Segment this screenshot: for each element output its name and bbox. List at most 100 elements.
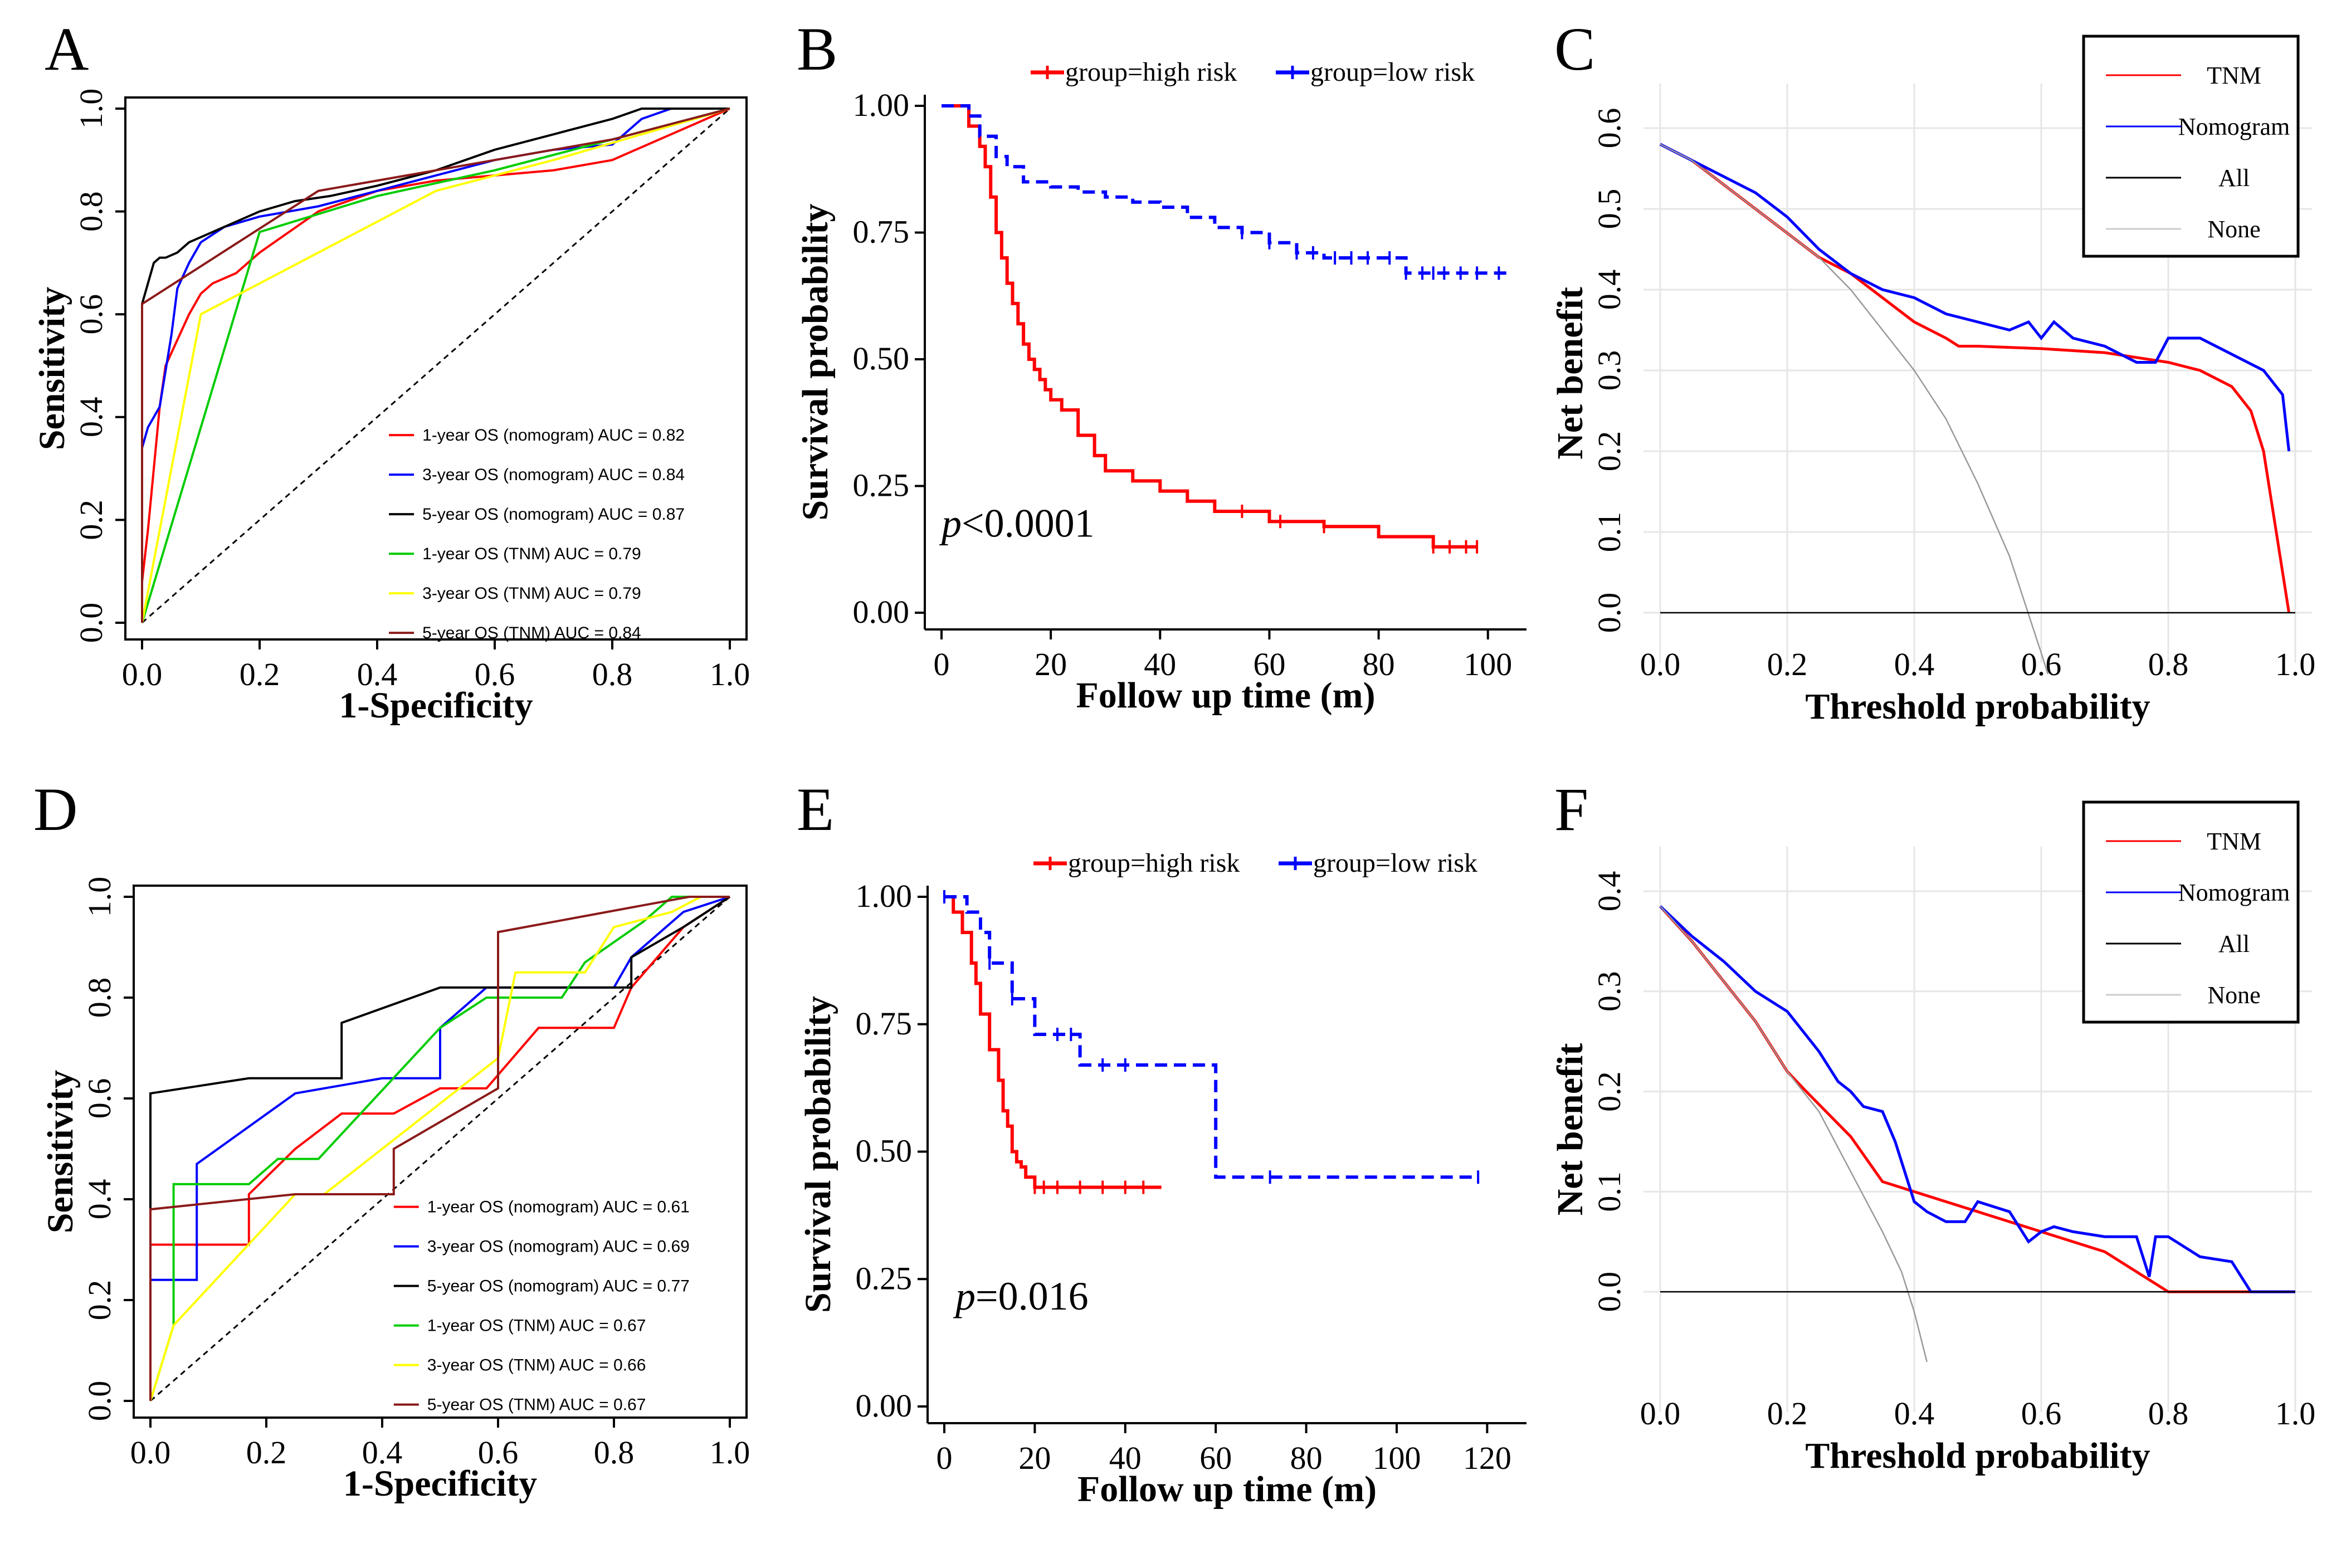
legend-entry: 5-year OS (TNM) AUC = 0.84 [422, 624, 641, 642]
x-tick-label: 60 [1253, 646, 1285, 682]
legend-entry: 3-year OS (TNM) AUC = 0.66 [427, 1356, 646, 1375]
y-tick-label: 0.0 [73, 603, 109, 643]
y-axis-label: Sensitivity [32, 287, 72, 450]
series-line-3-year-os-tnm-auc-0-66 [149, 896, 730, 1401]
y-tick-label: 0.25 [856, 1260, 913, 1296]
panel-label: E [797, 775, 834, 843]
panel-f: F0.0 0.2 0.4 0.6 0.8 1.00.00.10.20.30.4Thresh… [1550, 775, 2315, 1476]
y-tick-label: 0.4 [1591, 871, 1627, 912]
x-tick-label: 0.0 [1640, 1395, 1681, 1432]
x-axis-label: 1-Specificity [339, 685, 533, 726]
y-tick-label: 0.4 [1591, 270, 1627, 310]
panel-label: C [1554, 15, 1595, 83]
x-axis-label: Threshold probability [1805, 1435, 2150, 1476]
x-tick-label: 100 [1373, 1440, 1421, 1476]
y-tick-label: 0.75 [853, 214, 910, 250]
plot-frame [124, 96, 748, 641]
y-tick-label: 0.0 [1591, 593, 1627, 633]
y-tick-label: 0.2 [1591, 431, 1627, 472]
x-tick-label: 0.2 [246, 1434, 287, 1471]
legend-box [2082, 35, 2300, 258]
x-tick-label: 0.6 [475, 656, 515, 692]
x-tick-label: 20 [1018, 1440, 1051, 1476]
panel-label: B [797, 15, 837, 83]
legend-entry: 1-year OS (nomogram) AUC = 0.82 [422, 426, 685, 444]
series-line-5-year-os-nomogram-auc-0-77 [149, 896, 731, 1401]
legend-entry: 5-year OS (nomogram) AUC = 0.87 [422, 505, 685, 524]
legend-entry: TNM [2207, 828, 2261, 855]
x-tick-label: 0.2 [1767, 1395, 1808, 1432]
x-axis-label: 1-Specificity [343, 1463, 537, 1504]
panel-a: A 0.0 0.2 0.4 0.6 0.8 1.0 0.0 0.2 0.4 0.6 0.8 1.0 1-S… [32, 15, 750, 726]
series-line-group-low-risk [942, 104, 1510, 275]
x-tick-label: 40 [1144, 646, 1176, 682]
series-line-5-year-os-tnm-auc-0-67 [149, 896, 730, 1401]
series-line-5-year-os-tnm-auc-0-84 [141, 108, 730, 623]
legend-entry: None [2207, 216, 2260, 243]
panel-d: D 0.0 0.2 0.4 0.6 0.8 1.0 0.0 0.2 0.4 0.6 0.8 1.0 1-S… [33, 775, 750, 1504]
x-tick-label: 80 [1363, 646, 1395, 682]
legend-entry: 3-year OS (nomogram) AUC = 0.69 [427, 1238, 690, 1256]
y-axis-label: Net benefit [1550, 287, 1591, 460]
y-tick-label: 0.0 [81, 1381, 118, 1422]
x-tick-label: 0.0 [130, 1434, 171, 1471]
y-tick-label: 0.3 [1591, 971, 1627, 1012]
panel-label: D [33, 775, 77, 843]
y-tick-label: 0.75 [856, 1005, 913, 1042]
series-line-group-low-risk [944, 895, 1479, 1179]
y-axis-label: Sensitivity [40, 1070, 81, 1233]
y-axis-label: Survival probability [795, 203, 836, 520]
x-tick-label: 0.4 [362, 1434, 403, 1471]
panel-b: B 0 20 40 60 80 100 0.00 0.25 0.50 0.75 1.00 Follow … [795, 15, 1526, 716]
series-line-nomogram [1659, 143, 2291, 452]
x-tick-label: 1.0 [710, 656, 750, 692]
legend-entry: 3-year OS (nomogram) AUC = 0.84 [422, 466, 685, 484]
legend-entry: 5-year OS (TNM) AUC = 0.67 [427, 1396, 646, 1414]
legend-entry: All [2218, 930, 2250, 958]
x-tick-label: 40 [1109, 1440, 1142, 1476]
plot-frame [133, 885, 748, 1419]
series-line-nomogram [1659, 905, 2295, 1293]
y-tick-label: 0.50 [856, 1133, 913, 1169]
legend-entry: Nomogram [2178, 113, 2290, 140]
y-tick-label: 0.3 [1591, 350, 1627, 391]
y-tick-label: 0.4 [81, 1179, 118, 1220]
p-value-annotation: p=0.016 [953, 1274, 1089, 1318]
legend-box [2082, 800, 2300, 1024]
y-tick-label: 0.25 [853, 467, 910, 504]
series-line-3-year-os-tnm-auc-0-79 [141, 108, 730, 623]
p-value-symbol: p [953, 1274, 976, 1318]
x-tick-label: 0.2 [240, 656, 280, 692]
series-line-group-high-risk [944, 895, 1162, 1189]
panel-c: C0.0 0.2 0.4 0.6 0.8 1.00.00.10.20.30.40.50.6… [1550, 15, 2315, 727]
x-tick-label: 0.6 [2021, 1395, 2062, 1432]
legend-entry: Nomogram [2178, 879, 2290, 906]
y-axis-label: Net benefit [1550, 1043, 1591, 1216]
legend-entry: None [2207, 981, 2260, 1009]
x-tick-label: 60 [1199, 1440, 1232, 1476]
x-tick-label: 0 [934, 646, 950, 682]
y-tick-label: 0.5 [1591, 189, 1627, 229]
p-value-text: <0.0001 [962, 501, 1095, 546]
y-tick-label: 1.0 [81, 877, 118, 917]
series-line-1-year-os-tnm-auc-0-67 [149, 896, 730, 1401]
x-tick-label: 0.4 [1894, 646, 1935, 682]
y-axis-label: Survival probability [798, 996, 838, 1313]
x-tick-label: 0.4 [1894, 1395, 1935, 1432]
y-tick-label: 0.6 [81, 1078, 118, 1119]
panel-label: F [1554, 775, 1588, 843]
reference-diagonal [150, 896, 730, 1402]
x-tick-label: 0 [937, 1440, 953, 1476]
legend-entry: 1-year OS (nomogram) AUC = 0.61 [427, 1198, 690, 1217]
x-tick-label: 0.8 [2148, 1395, 2189, 1432]
x-axis-label: Follow up time (m) [1076, 675, 1375, 716]
legend-entry: group=high risk [1065, 57, 1237, 87]
y-tick-label: 0.4 [73, 397, 109, 438]
legend-entry: group=low risk [1313, 848, 1477, 878]
y-tick-label: 0.00 [856, 1388, 913, 1424]
y-tick-label: 1.00 [856, 878, 913, 914]
x-tick-label: 100 [1464, 646, 1512, 682]
legend-entry: 5-year OS (nomogram) AUC = 0.77 [427, 1277, 690, 1296]
legend-entry: All [2218, 164, 2250, 192]
x-tick-label: 80 [1290, 1440, 1323, 1476]
